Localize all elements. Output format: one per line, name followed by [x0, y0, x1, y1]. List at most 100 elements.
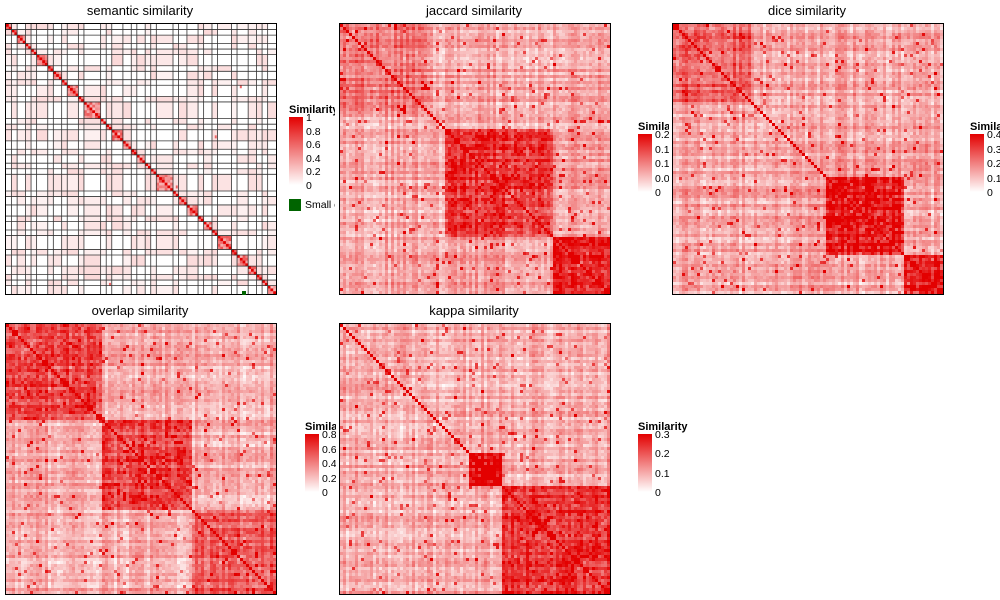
heatmap-cell [511, 96, 515, 100]
heatmap-cell [400, 39, 404, 43]
heatmap-cell [556, 24, 560, 28]
heatmap-cell [400, 96, 404, 100]
heatmap-cell [391, 153, 395, 157]
heatmap-cell [83, 140, 101, 150]
heatmap-cell [412, 288, 416, 292]
heatmap-cell [430, 72, 434, 76]
heatmap-cell [367, 252, 371, 256]
heatmap-cell [355, 69, 359, 73]
heatmap-cell [262, 96, 268, 102]
heatmap-cell [433, 42, 437, 46]
heatmap-cell [47, 35, 54, 44]
heatmap-cell [529, 48, 533, 52]
heatmap-cell [92, 110, 96, 114]
heatmap-cell [544, 69, 548, 73]
heatmap-cell [156, 163, 174, 169]
heatmap-cell [370, 204, 374, 208]
heatmap-cell [370, 69, 374, 73]
heatmap-cell [379, 141, 383, 145]
heatmap-cell [231, 255, 238, 267]
heatmap-cell [379, 147, 383, 151]
heatmap-cell [427, 87, 431, 91]
heatmap-cell [499, 63, 503, 67]
heatmap-cell [203, 154, 212, 164]
heatmap-cell [463, 57, 467, 61]
heatmap-cell [385, 51, 389, 55]
heatmap-cell [466, 33, 470, 37]
heatmap-cell [409, 228, 413, 232]
heatmap-cell [421, 36, 425, 40]
heatmap-cell [346, 45, 350, 49]
heatmap-cell [457, 66, 461, 70]
heatmap-cell [388, 288, 392, 292]
heatmap-cell [367, 96, 371, 100]
heatmap-cell [496, 66, 500, 70]
heatmap-cell [604, 96, 608, 100]
heatmap-cell [421, 78, 425, 82]
heatmap-cell [493, 93, 497, 97]
heatmap-cell [448, 69, 452, 73]
heatmap-cell [601, 87, 605, 91]
heatmap-cell [418, 69, 422, 73]
heatmap-cell [553, 57, 557, 61]
heatmap-cell [406, 189, 410, 193]
heatmap-cell [514, 90, 518, 94]
heatmap-cell [433, 30, 437, 34]
heatmap-cell [430, 90, 434, 94]
heatmap-cell [340, 183, 344, 187]
heatmap-cell [397, 129, 401, 133]
heatmap-cell [340, 192, 344, 196]
heatmap-cell [394, 51, 398, 55]
heatmap-cell [400, 258, 404, 262]
heatmap-cell [136, 157, 140, 161]
heatmap-cell [583, 93, 587, 97]
heatmap-cell [262, 24, 268, 30]
heatmap-cell [186, 49, 199, 55]
heatmap-cell [367, 177, 371, 181]
heatmap-cell [379, 192, 383, 196]
heatmap-cell [382, 291, 386, 294]
legend-tick-label: 0.4 [306, 153, 321, 165]
heatmap-cell [131, 204, 137, 217]
heatmap-cell [442, 93, 446, 97]
heatmap-cell [415, 258, 419, 262]
heatmap-cell [388, 123, 392, 127]
heatmap-cell [421, 39, 425, 43]
heatmap-cell [385, 231, 389, 235]
heatmap-cell [237, 266, 249, 275]
heatmap-cell [511, 24, 515, 28]
heatmap-cell [583, 39, 587, 43]
heatmap-cell [409, 60, 413, 64]
heatmap-cell [355, 66, 359, 70]
heatmap-cell [478, 27, 482, 31]
heatmap-cell [598, 36, 602, 40]
heatmap-cell [556, 87, 560, 91]
heatmap-cell [502, 81, 506, 85]
heatmap-cell [439, 45, 443, 49]
heatmap-cell [508, 57, 512, 61]
heatmap-cell [445, 87, 449, 91]
heatmap-cell [595, 48, 599, 52]
heatmap-cell [493, 69, 497, 73]
heatmap-cell [418, 162, 422, 166]
heatmap-cell [571, 39, 575, 43]
heatmap-cell [502, 63, 506, 67]
heatmap-cell [346, 129, 350, 133]
heatmap-cell [117, 135, 121, 139]
heatmap-cell [409, 45, 413, 49]
heatmap-cell [355, 282, 359, 286]
heatmap-cell [376, 93, 380, 97]
heatmap-cell [415, 225, 419, 229]
heatmap-cell [400, 249, 404, 253]
heatmap-cell [237, 24, 249, 30]
heatmap-cell [583, 60, 587, 64]
heatmap-cell [364, 171, 368, 175]
heatmap-cell [346, 138, 350, 142]
heatmap-cell [490, 42, 494, 46]
heatmap-cell [574, 60, 578, 64]
heatmap-cell [355, 171, 359, 175]
heatmap-cell [346, 222, 350, 226]
heatmap-cell [418, 105, 422, 109]
heatmap-cell [457, 30, 461, 34]
heatmap-cell [349, 72, 353, 76]
